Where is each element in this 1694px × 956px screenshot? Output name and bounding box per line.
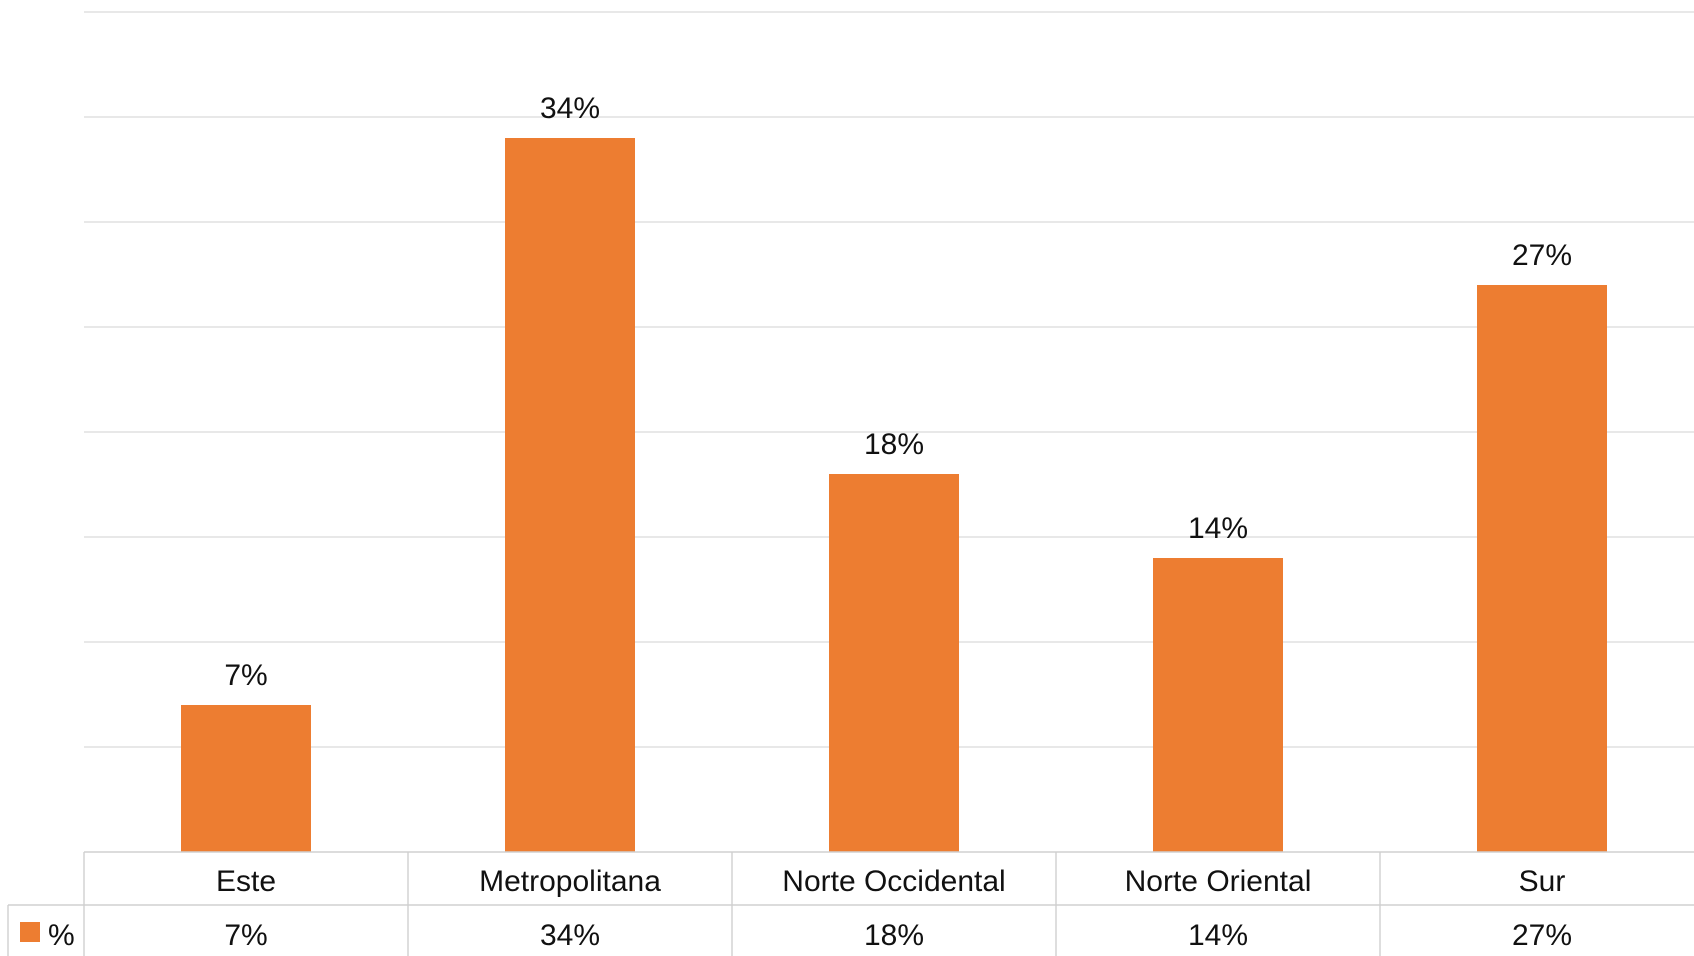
x-tick-label: Sur [1519, 865, 1566, 898]
table-value-cell: 34% [540, 919, 600, 952]
data-label: 14% [1188, 512, 1248, 545]
bar [829, 474, 959, 852]
legend-swatch [20, 922, 40, 942]
data-label: 27% [1512, 239, 1572, 272]
bar [505, 138, 635, 852]
bar [1153, 558, 1283, 852]
x-tick-label: Metropolitana [479, 865, 661, 898]
data-label: 18% [864, 428, 924, 461]
legend-label: % [48, 919, 75, 952]
table-value-cell: 7% [224, 919, 267, 952]
x-tick-label: Norte Occidental [782, 865, 1005, 898]
x-tick-label: Norte Oriental [1125, 865, 1312, 898]
table-value-cell: 27% [1512, 919, 1572, 952]
data-label: 7% [224, 659, 267, 692]
table-value-cell: 14% [1188, 919, 1248, 952]
data-label: 34% [540, 92, 600, 125]
bar [181, 705, 311, 852]
bar [1477, 285, 1607, 852]
x-tick-label: Este [216, 865, 276, 898]
table-value-cell: 18% [864, 919, 924, 952]
